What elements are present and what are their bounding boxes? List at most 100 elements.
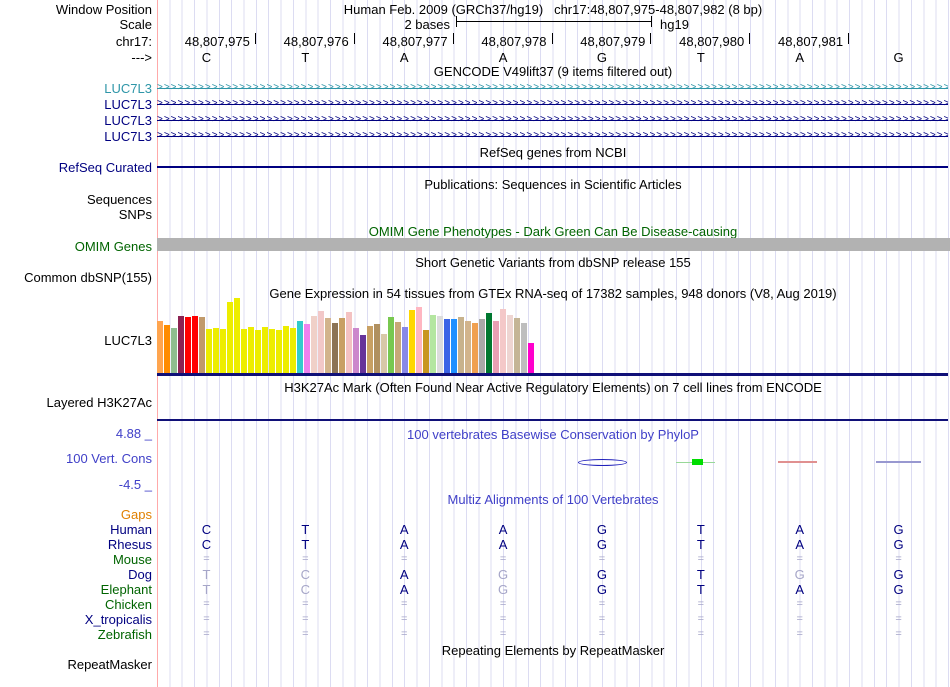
common-dbsnp-label[interactable]: Common dbSNP(155): [24, 270, 152, 285]
gtex-tissue-bar[interactable]: [507, 315, 513, 373]
gtex-tissue-bar[interactable]: [521, 323, 527, 373]
gene-direction-arrows[interactable]: >>>>>>>>>>>>>>>>>>>>>>>>>>>>>>>>>>>>>>>>…: [157, 98, 948, 109]
omim-genes-label[interactable]: OMIM Genes: [74, 239, 152, 254]
gtex-tissue-bar[interactable]: [206, 329, 212, 373]
gtex-tissue-bar[interactable]: [297, 321, 303, 373]
gtex-tissue-bar[interactable]: [199, 317, 205, 373]
gtex-tissue-bar[interactable]: [360, 335, 366, 373]
gtex-tissue-bar[interactable]: [388, 317, 394, 373]
gtex-tissue-bar[interactable]: [472, 323, 478, 373]
omim-title: OMIM Gene Phenotypes - Dark Green Can Be…: [368, 224, 738, 239]
omim-gene-bar[interactable]: [157, 238, 950, 251]
multiz-species-label[interactable]: Elephant: [100, 582, 152, 597]
phylop-mark[interactable]: [778, 461, 817, 463]
gtex-tissue-bar[interactable]: [325, 318, 331, 373]
gtex-tissue-bar[interactable]: [269, 329, 275, 373]
multiz-species-label[interactable]: Gaps: [120, 507, 152, 522]
gene-line[interactable]: [157, 136, 948, 137]
gtex-gene-label[interactable]: LUC7L3: [104, 333, 152, 348]
gtex-tissue-bar[interactable]: [262, 327, 268, 373]
alignment-base: T: [301, 522, 310, 537]
alignment-base: =: [895, 628, 902, 640]
gtex-tissue-bar[interactable]: [339, 318, 345, 373]
gtex-tissue-bar[interactable]: [255, 330, 261, 373]
snps-label[interactable]: SNPs: [118, 207, 152, 222]
multiz-species-label[interactable]: Rhesus: [107, 537, 152, 552]
gtex-tissue-bar[interactable]: [234, 298, 240, 373]
cons-track-label[interactable]: 100 Vert. Cons: [66, 451, 152, 466]
gtex-tissue-bar[interactable]: [290, 328, 296, 373]
alignment-base: =: [598, 613, 606, 625]
multiz-species-label[interactable]: Chicken: [105, 597, 152, 612]
gtex-tissue-bar[interactable]: [220, 329, 226, 373]
sequences-label[interactable]: Sequences: [86, 192, 152, 207]
gene-line[interactable]: [157, 88, 948, 89]
layered-h3k27ac-label[interactable]: Layered H3K27Ac: [46, 395, 152, 410]
gtex-tissue-bar[interactable]: [500, 309, 506, 373]
gtex-tissue-bar[interactable]: [528, 343, 534, 373]
gtex-tissue-bar[interactable]: [514, 318, 520, 373]
alignment-base: G: [596, 567, 607, 582]
h3k27ac-bottom-border[interactable]: [157, 419, 948, 421]
repeatmasker-label[interactable]: RepeatMasker: [67, 657, 152, 672]
gene-direction-arrows[interactable]: >>>>>>>>>>>>>>>>>>>>>>>>>>>>>>>>>>>>>>>>…: [157, 114, 948, 125]
gtex-tissue-bar[interactable]: [283, 326, 289, 373]
alignment-base: A: [399, 567, 409, 582]
gtex-tissue-bar[interactable]: [304, 324, 310, 373]
multiz-species-label[interactable]: Zebrafish: [97, 627, 152, 642]
gtex-tissue-bar[interactable]: [402, 327, 408, 373]
gtex-tissue-bar[interactable]: [332, 323, 338, 373]
refseq-curated-label[interactable]: RefSeq Curated: [58, 160, 152, 175]
gtex-tissue-bar[interactable]: [276, 330, 282, 373]
gtex-tissue-bar[interactable]: [367, 326, 373, 373]
gencode-item-label[interactable]: LUC7L3: [104, 113, 152, 128]
gtex-tissue-bar[interactable]: [227, 302, 233, 373]
gtex-tissue-bar[interactable]: [241, 329, 247, 373]
gencode-item-label[interactable]: LUC7L3: [104, 81, 152, 96]
gtex-tissue-bar[interactable]: [178, 316, 184, 373]
gtex-tissue-bar[interactable]: [311, 316, 317, 373]
gtex-tissue-bar[interactable]: [493, 321, 499, 373]
multiz-species-label[interactable]: Dog: [128, 567, 152, 582]
gtex-bar-chart[interactable]: [157, 293, 948, 373]
multiz-species-label[interactable]: Mouse: [112, 552, 152, 567]
gtex-tissue-bar[interactable]: [395, 322, 401, 373]
gencode-item-label[interactable]: LUC7L3: [104, 97, 152, 112]
gtex-tissue-bar[interactable]: [185, 317, 191, 373]
gtex-tissue-bar[interactable]: [374, 324, 380, 373]
gene-line[interactable]: [157, 120, 948, 121]
gtex-tissue-bar[interactable]: [409, 310, 415, 373]
gtex-tissue-bar[interactable]: [437, 316, 443, 373]
alignment-base: =: [796, 598, 803, 610]
phylop-mark-peak[interactable]: [692, 459, 703, 465]
gtex-tissue-bar[interactable]: [171, 328, 177, 373]
gtex-tissue-bar[interactable]: [346, 312, 352, 373]
gtex-tissue-bar[interactable]: [213, 328, 219, 373]
gtex-tissue-bar[interactable]: [444, 319, 450, 373]
gtex-tissue-bar[interactable]: [465, 321, 471, 373]
gtex-tissue-bar[interactable]: [423, 330, 429, 373]
gtex-tissue-bar[interactable]: [248, 327, 254, 373]
gtex-tissue-bar[interactable]: [458, 317, 464, 373]
gtex-tissue-bar[interactable]: [479, 319, 485, 373]
gtex-tissue-bar[interactable]: [416, 307, 422, 373]
gtex-tissue-bar[interactable]: [486, 313, 492, 373]
gene-line[interactable]: [157, 104, 948, 105]
phylop-mark[interactable]: [876, 461, 921, 463]
gencode-item-label[interactable]: LUC7L3: [104, 129, 152, 144]
gtex-tissue-bar[interactable]: [157, 321, 163, 373]
gtex-tissue-bar[interactable]: [353, 328, 359, 373]
gtex-tissue-bar[interactable]: [381, 334, 387, 373]
multiz-species-label[interactable]: Human: [110, 522, 152, 537]
gtex-tissue-bar[interactable]: [192, 316, 198, 373]
gene-direction-arrows[interactable]: >>>>>>>>>>>>>>>>>>>>>>>>>>>>>>>>>>>>>>>>…: [157, 130, 948, 141]
gene-direction-arrows[interactable]: >>>>>>>>>>>>>>>>>>>>>>>>>>>>>>>>>>>>>>>>…: [157, 82, 948, 93]
gtex-tissue-bar[interactable]: [164, 325, 170, 373]
refseq-gene-line[interactable]: [157, 166, 948, 168]
multiz-species-label[interactable]: X_tropicalis: [84, 612, 152, 627]
phylop-mark[interactable]: [578, 459, 627, 466]
h3k27ac-top-border[interactable]: [157, 373, 948, 376]
gtex-tissue-bar[interactable]: [451, 319, 457, 373]
gtex-tissue-bar[interactable]: [430, 315, 436, 373]
gtex-tissue-bar[interactable]: [318, 311, 324, 373]
